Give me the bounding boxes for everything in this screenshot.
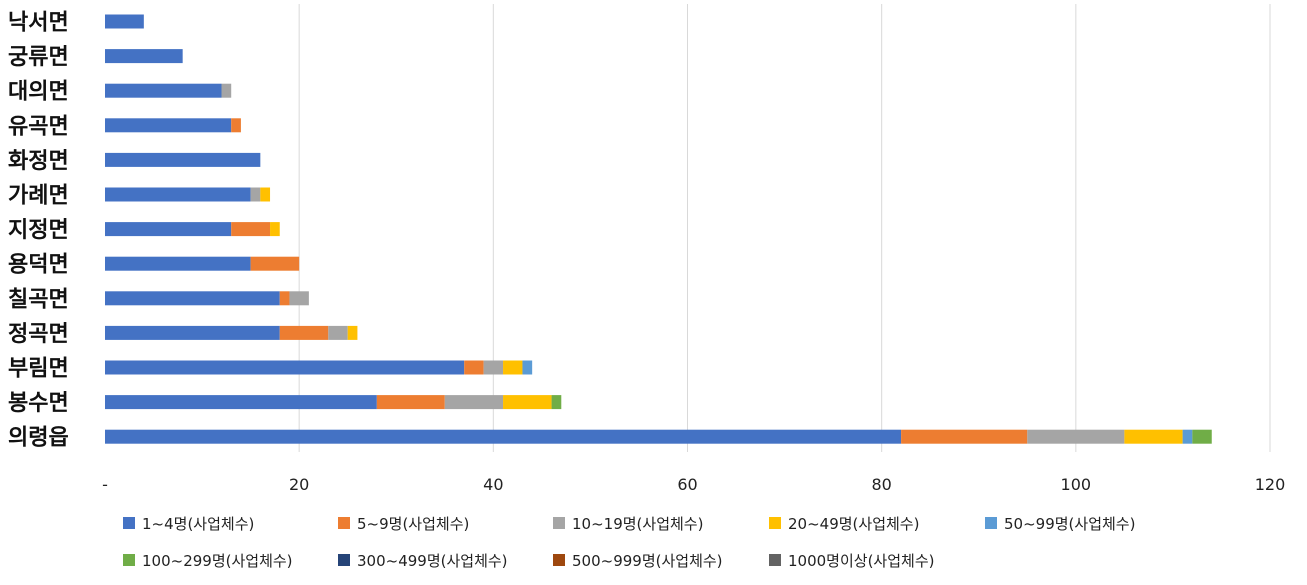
bar-segment (260, 187, 271, 202)
bar-segment (231, 222, 271, 237)
category-label: 가례면 (8, 184, 69, 209)
legend-swatch (338, 554, 350, 566)
legend-label: 300~499명(사업체수) (357, 552, 508, 570)
x-tick-label: 40 (483, 475, 503, 494)
x-axis-tick-labels: - 20 40 60 80 100 120 (102, 475, 1285, 494)
category-label: 지정면 (8, 218, 69, 243)
category-label: 궁류면 (8, 45, 69, 70)
x-tick-label: 20 (289, 475, 309, 494)
bar-segment (522, 360, 533, 375)
bars (105, 14, 1212, 444)
bar-segment (503, 360, 523, 375)
legend-label: 1000명이상(사업체수) (788, 552, 934, 570)
x-tick-label: - (102, 475, 108, 494)
x-tick-label: 60 (677, 475, 697, 494)
gridlines (298, 4, 1271, 452)
bar-segment (105, 14, 144, 29)
bar-segment (551, 395, 562, 410)
bar-segment (250, 187, 261, 202)
legend-label: 10~19명(사업체수) (572, 515, 703, 533)
bar-segment (464, 360, 484, 375)
bar-segment (105, 291, 280, 306)
legend-swatch (123, 517, 135, 529)
legend-swatch (769, 554, 781, 566)
legend-label: 500~999명(사업체수) (572, 552, 723, 570)
bar-segment (444, 395, 504, 410)
bar-segment (1192, 429, 1212, 444)
category-label: 칠곡면 (8, 287, 69, 312)
legend-label: 20~49명(사업체수) (788, 515, 919, 533)
legend-swatch (985, 517, 997, 529)
category-label: 화정면 (8, 149, 69, 174)
bar-segment (279, 325, 329, 340)
bar-segment (221, 83, 232, 98)
category-label: 낙서면 (8, 11, 69, 36)
legend-label: 1~4명(사업체수) (142, 515, 254, 533)
bar-segment (279, 291, 290, 306)
x-tick-label: 100 (1061, 475, 1092, 494)
category-label: 부림면 (8, 357, 69, 382)
legend-swatch (769, 517, 781, 529)
bar-segment (105, 152, 261, 167)
legend-label: 50~99명(사업체수) (1004, 515, 1135, 533)
legend-swatch (338, 517, 350, 529)
bar-segment (901, 429, 1028, 444)
legend: 1~4명(사업체수) 5~9명(사업체수) 10~19명(사업체수) 20~49명(사… (123, 515, 1135, 570)
bar-segment (105, 360, 465, 375)
category-label: 의령읍 (8, 426, 69, 451)
bar-segment (376, 395, 445, 410)
bar-segment (105, 83, 222, 98)
bar-segment (105, 222, 232, 237)
x-tick-label: 80 (871, 475, 891, 494)
bar-segment (105, 395, 377, 410)
bar-segment (105, 429, 902, 444)
bar-segment (105, 49, 183, 64)
bar-segment (105, 256, 251, 271)
bar-segment (270, 222, 280, 237)
category-label: 정곡면 (8, 322, 69, 347)
category-label: 대의면 (8, 80, 69, 105)
legend-swatch (553, 554, 565, 566)
bar-segment (105, 187, 251, 202)
bar-segment (105, 118, 232, 133)
x-tick-label: 120 (1255, 475, 1286, 494)
bar-segment (328, 325, 348, 340)
legend-swatch (123, 554, 135, 566)
legend-label: 5~9명(사업체수) (357, 515, 469, 533)
category-label: 용덕면 (8, 253, 69, 278)
bar-segment (483, 360, 504, 375)
bar-segment (503, 395, 552, 410)
bar-segment (105, 325, 280, 340)
category-label: 유곡면 (8, 114, 69, 139)
bar-segment (231, 118, 241, 133)
bar-segment (1124, 429, 1183, 444)
bar-segment (1027, 429, 1125, 444)
bar-segment (1182, 429, 1193, 444)
category-label: 봉수면 (8, 391, 69, 416)
bar-segment (250, 256, 300, 271)
bar-segment (289, 291, 309, 306)
legend-label: 100~299명(사업체수) (142, 552, 293, 570)
legend-swatch (553, 517, 565, 529)
bar-segment (347, 325, 358, 340)
